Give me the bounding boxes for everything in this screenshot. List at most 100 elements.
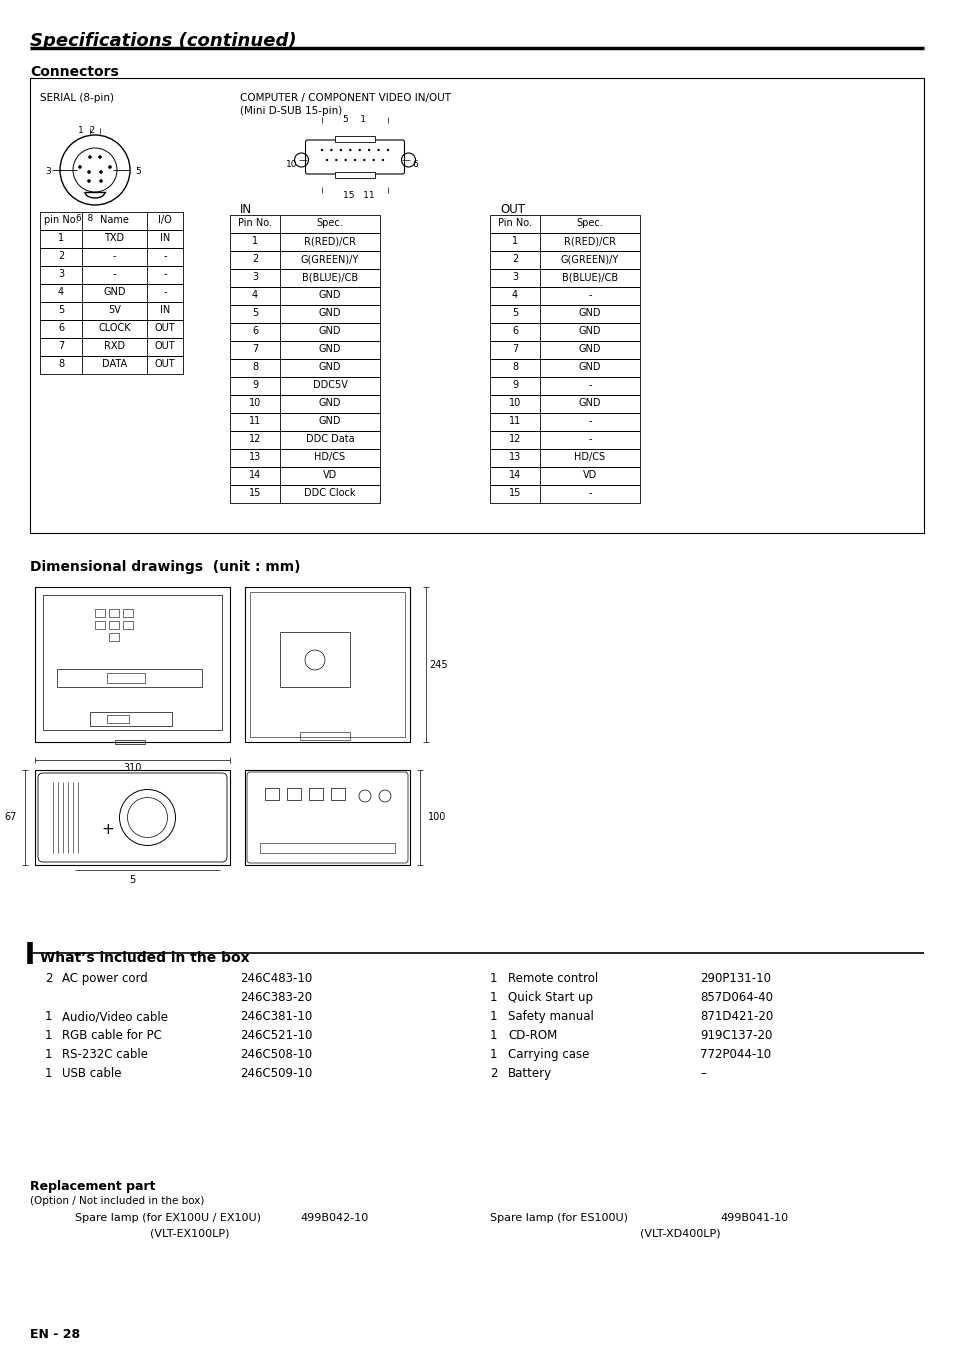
- Text: -: -: [112, 269, 116, 280]
- Text: GND: GND: [578, 399, 600, 408]
- Text: 10: 10: [508, 399, 520, 408]
- Text: TXD: TXD: [104, 232, 125, 243]
- Bar: [490, 251, 639, 269]
- Circle shape: [320, 149, 323, 151]
- Bar: [230, 340, 379, 359]
- Text: 1  2: 1 2: [78, 126, 95, 135]
- Circle shape: [358, 149, 360, 151]
- Bar: [490, 269, 639, 286]
- Text: Spec.: Spec.: [576, 218, 602, 228]
- Text: GND: GND: [318, 345, 341, 354]
- Text: IN: IN: [160, 232, 170, 243]
- Text: Carrying case: Carrying case: [507, 1048, 589, 1061]
- Circle shape: [372, 159, 375, 161]
- Text: -: -: [588, 488, 591, 499]
- Text: 1: 1: [45, 1011, 52, 1023]
- Text: 10: 10: [285, 159, 296, 169]
- Circle shape: [87, 170, 91, 174]
- Bar: [230, 251, 379, 269]
- Text: 4: 4: [252, 290, 258, 300]
- Text: GND: GND: [318, 290, 341, 300]
- Text: GND: GND: [578, 326, 600, 336]
- Text: 2: 2: [58, 251, 64, 261]
- Text: 246C521-10: 246C521-10: [240, 1029, 312, 1042]
- Circle shape: [354, 159, 355, 161]
- Bar: [40, 266, 183, 284]
- Text: 919C137-20: 919C137-20: [700, 1029, 772, 1042]
- Bar: [490, 359, 639, 377]
- Text: 499B041-10: 499B041-10: [720, 1213, 787, 1223]
- Text: 246C508-10: 246C508-10: [240, 1048, 312, 1061]
- Text: GND: GND: [318, 308, 341, 317]
- Text: GND: GND: [318, 326, 341, 336]
- Text: 15: 15: [249, 488, 261, 499]
- Text: CD-ROM: CD-ROM: [507, 1029, 557, 1042]
- Bar: [230, 431, 379, 449]
- Text: RGB cable for PC: RGB cable for PC: [62, 1029, 162, 1042]
- Bar: [109, 621, 119, 630]
- Text: 8: 8: [512, 362, 517, 372]
- Text: 5: 5: [58, 305, 64, 315]
- Text: Battery: Battery: [507, 1067, 552, 1079]
- Text: 2: 2: [252, 254, 258, 263]
- Text: 10: 10: [249, 399, 261, 408]
- Bar: [490, 485, 639, 503]
- Circle shape: [88, 155, 91, 159]
- Text: SERIAL (8-pin): SERIAL (8-pin): [40, 93, 113, 103]
- Circle shape: [99, 170, 103, 174]
- Bar: [490, 215, 639, 232]
- Text: OUT: OUT: [154, 359, 175, 369]
- Text: IN: IN: [160, 305, 170, 315]
- Text: -: -: [163, 251, 167, 261]
- Text: 3: 3: [45, 168, 51, 176]
- Text: 12: 12: [249, 434, 261, 444]
- Text: (VLT-XD400LP): (VLT-XD400LP): [639, 1229, 720, 1239]
- Text: 246C483-10: 246C483-10: [240, 971, 312, 985]
- Text: 3: 3: [58, 269, 64, 280]
- Text: COMPUTER / COMPONENT VIDEO IN/OUT: COMPUTER / COMPONENT VIDEO IN/OUT: [240, 93, 451, 103]
- Bar: [230, 359, 379, 377]
- Text: 6  8: 6 8: [76, 213, 93, 223]
- Text: 2: 2: [490, 1067, 497, 1079]
- Bar: [230, 215, 379, 232]
- Text: B(BLUE)/CB: B(BLUE)/CB: [301, 272, 357, 282]
- Text: -: -: [163, 286, 167, 297]
- Bar: [123, 621, 132, 630]
- Text: 4: 4: [58, 286, 64, 297]
- Text: 246C509-10: 246C509-10: [240, 1067, 312, 1079]
- Text: Replacement part: Replacement part: [30, 1179, 155, 1193]
- Bar: [230, 269, 379, 286]
- Text: 2: 2: [45, 971, 52, 985]
- Bar: [95, 609, 105, 617]
- Text: OUT: OUT: [154, 323, 175, 332]
- Text: 14: 14: [249, 470, 261, 480]
- Text: EN - 28: EN - 28: [30, 1328, 80, 1342]
- Text: Audio/Video cable: Audio/Video cable: [62, 1011, 168, 1023]
- Text: Pin No.: Pin No.: [237, 218, 272, 228]
- Text: Connectors: Connectors: [30, 65, 118, 78]
- Text: –: –: [700, 1067, 705, 1079]
- Text: 5: 5: [512, 308, 517, 317]
- Text: RXD: RXD: [104, 340, 125, 351]
- Bar: [490, 394, 639, 413]
- Text: -: -: [112, 251, 116, 261]
- Text: 67: 67: [5, 812, 17, 823]
- Text: Dimensional drawings  (unit : mm): Dimensional drawings (unit : mm): [30, 561, 300, 574]
- Text: 290P131-10: 290P131-10: [700, 971, 770, 985]
- Text: Name: Name: [100, 215, 129, 226]
- Text: 1: 1: [45, 1029, 52, 1042]
- Bar: [43, 594, 222, 730]
- Bar: [230, 305, 379, 323]
- Text: -: -: [588, 434, 591, 444]
- Text: 1: 1: [58, 232, 64, 243]
- Bar: [309, 788, 323, 800]
- Text: Spare lamp (for EX100U / EX10U): Spare lamp (for EX100U / EX10U): [75, 1213, 261, 1223]
- Text: DDC Clock: DDC Clock: [304, 488, 355, 499]
- Circle shape: [363, 159, 365, 161]
- Text: 12: 12: [508, 434, 520, 444]
- Text: 5: 5: [130, 875, 135, 885]
- Text: (VLT-EX100LP): (VLT-EX100LP): [150, 1229, 230, 1239]
- Text: 1: 1: [490, 1048, 497, 1061]
- Text: VD: VD: [322, 470, 336, 480]
- Bar: [40, 338, 183, 357]
